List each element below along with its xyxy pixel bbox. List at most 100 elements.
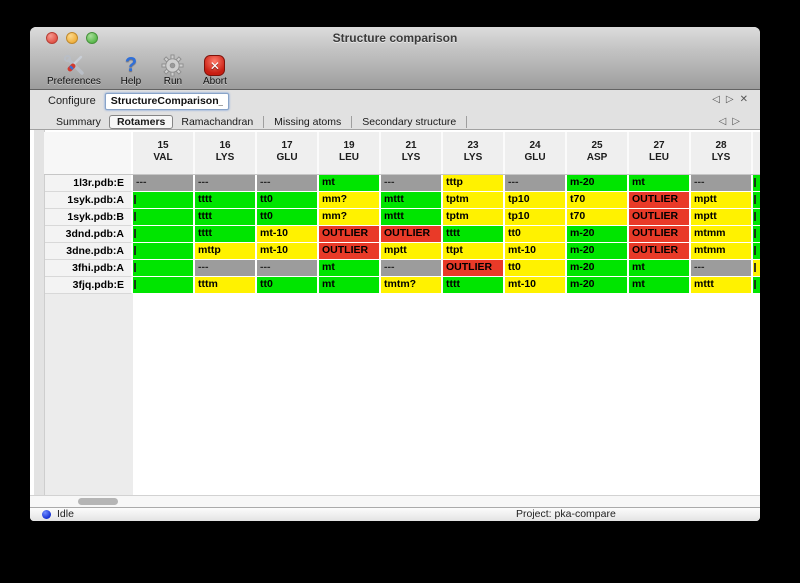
rotamer-cell[interactable]: tp10 bbox=[505, 192, 567, 209]
rotamer-cell[interactable]: mptt bbox=[381, 243, 443, 260]
rotamer-cell[interactable]: tptm bbox=[443, 192, 505, 209]
close-panel-icon[interactable]: ✕ bbox=[739, 94, 748, 105]
rotamer-cell[interactable]: mttt bbox=[381, 209, 443, 226]
rotamer-cell[interactable]: mt bbox=[629, 175, 691, 192]
zoom-window-button[interactable] bbox=[86, 32, 98, 44]
rotamer-cell[interactable]: mptt bbox=[691, 192, 753, 209]
rotamer-cell[interactable]: --- bbox=[195, 175, 257, 192]
rotamer-cell[interactable]: mttt bbox=[691, 277, 753, 294]
rotamer-cell[interactable]: --- bbox=[691, 260, 753, 277]
row-label[interactable]: 3dnd.pdb:A bbox=[44, 226, 133, 243]
rotamer-cell[interactable]: m-20 bbox=[567, 277, 629, 294]
column-header-23[interactable]: 23 LYS bbox=[443, 132, 505, 174]
rotamer-cell[interactable]: m-20 bbox=[567, 226, 629, 243]
column-header-24[interactable]: 24 GLU bbox=[505, 132, 567, 174]
rotamer-cell[interactable]: mttp bbox=[195, 243, 257, 260]
rotamer-cell[interactable]: tt0 bbox=[505, 226, 567, 243]
rotamer-cell[interactable]: OUTLIER bbox=[319, 243, 381, 260]
column-header-27[interactable]: 27 LEU bbox=[629, 132, 691, 174]
rotamer-cell[interactable]: mtmm bbox=[691, 243, 753, 260]
rotamer-cell[interactable]: m-20 bbox=[567, 243, 629, 260]
rotamer-cell[interactable]: mttt bbox=[381, 192, 443, 209]
row-label[interactable]: 3fjq.pdb:E bbox=[44, 277, 133, 294]
rotamer-cell[interactable]: tt0 bbox=[257, 277, 319, 294]
rotamer-cell[interactable]: tt0 bbox=[257, 209, 319, 226]
rotamer-cell[interactable]: tttm bbox=[195, 277, 257, 294]
column-header-21[interactable]: 21 LYS bbox=[381, 132, 443, 174]
rotamer-cell[interactable]: tt0 bbox=[257, 192, 319, 209]
rotamer-cell[interactable]: tptm bbox=[443, 209, 505, 226]
forward-arrow-icon[interactable]: ▷ bbox=[725, 94, 734, 105]
row-label[interactable]: 3fhi.pdb:A bbox=[44, 260, 133, 277]
rotamer-cell[interactable]: mt bbox=[319, 260, 381, 277]
rotamer-cell[interactable]: OUTLIER bbox=[319, 226, 381, 243]
rotamer-cell[interactable]: mt-10 bbox=[257, 226, 319, 243]
rotamer-cell[interactable]: m-20 bbox=[567, 175, 629, 192]
rotamer-cell[interactable]: tttt bbox=[195, 226, 257, 243]
rotamer-cell[interactable]: mt bbox=[319, 175, 381, 192]
row-label[interactable]: 1syk.pdb:A bbox=[44, 192, 133, 209]
rotamer-cell[interactable]: OUTLIER bbox=[629, 243, 691, 260]
rotamer-cell[interactable]: t70 bbox=[567, 192, 629, 209]
rotamer-cell[interactable] bbox=[133, 243, 195, 260]
column-header-15[interactable]: 15 VAL bbox=[133, 132, 195, 174]
tab-missing-atoms[interactable]: Missing atoms bbox=[274, 115, 342, 128]
rotamer-cell[interactable] bbox=[133, 277, 195, 294]
rotamer-cell[interactable]: OUTLIER bbox=[629, 226, 691, 243]
rotamer-cell[interactable]: mm? bbox=[319, 192, 381, 209]
rotamer-cell[interactable]: t70 bbox=[567, 209, 629, 226]
rotamer-cell[interactable]: mt bbox=[319, 277, 381, 294]
horizontal-scrollbar[interactable] bbox=[30, 495, 760, 508]
column-header-17[interactable]: 17 GLU bbox=[257, 132, 319, 174]
run-button[interactable]: Run bbox=[156, 53, 190, 87]
row-label[interactable]: 3dne.pdb:A bbox=[44, 243, 133, 260]
column-header-25[interactable]: 25 ASP bbox=[567, 132, 629, 174]
column-header-16[interactable]: 16 LYS bbox=[195, 132, 257, 174]
rotamer-cell[interactable]: ttpt bbox=[443, 243, 505, 260]
tabs-back-arrow-icon[interactable]: ◁ bbox=[718, 116, 727, 127]
rotamer-cell[interactable] bbox=[133, 209, 195, 226]
tab-ramachandran[interactable]: Ramachandran bbox=[181, 115, 254, 128]
rotamer-cell[interactable]: --- bbox=[381, 260, 443, 277]
rotamer-cell[interactable]: tttt bbox=[443, 277, 505, 294]
tab-rotamers[interactable]: Rotamers bbox=[108, 114, 174, 129]
rotamer-cell[interactable]: tt0 bbox=[505, 260, 567, 277]
preferences-button[interactable]: Preferences bbox=[42, 53, 106, 87]
horizontal-scrollbar-thumb[interactable] bbox=[78, 498, 118, 505]
rotamer-cell[interactable] bbox=[133, 226, 195, 243]
rotamer-cell[interactable]: --- bbox=[257, 175, 319, 192]
back-arrow-icon[interactable]: ◁ bbox=[712, 94, 720, 105]
close-window-button[interactable] bbox=[46, 32, 58, 44]
rotamer-cell[interactable]: tttp bbox=[443, 175, 505, 192]
rotamer-cell[interactable]: mm? bbox=[319, 209, 381, 226]
rotamer-cell[interactable]: mt-10 bbox=[257, 243, 319, 260]
rotamer-cell[interactable]: mptt bbox=[691, 209, 753, 226]
rotamer-cell[interactable]: mt-10 bbox=[505, 277, 567, 294]
rotamer-cell[interactable]: mt bbox=[629, 260, 691, 277]
rotamer-cell[interactable]: OUTLIER bbox=[381, 226, 443, 243]
rotamer-cell[interactable]: tttt bbox=[195, 209, 257, 226]
row-label[interactable]: 1l3r.pdb:E bbox=[44, 175, 133, 192]
column-header-19[interactable]: 19 LEU bbox=[319, 132, 381, 174]
help-button[interactable]: ? Help bbox=[114, 53, 148, 87]
rotamer-cell[interactable]: tmtm? bbox=[381, 277, 443, 294]
rotamer-cell[interactable]: --- bbox=[133, 175, 195, 192]
rotamer-cell[interactable]: tttt bbox=[443, 226, 505, 243]
minimize-window-button[interactable] bbox=[66, 32, 78, 44]
rotamer-cell[interactable]: tp10 bbox=[505, 209, 567, 226]
rotamer-cell[interactable] bbox=[133, 260, 195, 277]
rotamer-cell[interactable]: mt bbox=[629, 277, 691, 294]
column-header-28[interactable]: 28 LYS bbox=[691, 132, 753, 174]
comparison-name-field[interactable] bbox=[104, 92, 229, 110]
rotamer-cell[interactable] bbox=[133, 192, 195, 209]
rotamer-cell[interactable]: mtmm bbox=[691, 226, 753, 243]
row-label[interactable]: 1syk.pdb:B bbox=[44, 209, 133, 226]
rotamer-cell[interactable]: m-20 bbox=[567, 260, 629, 277]
tab-summary[interactable]: Summary bbox=[56, 115, 101, 128]
rotamer-cell[interactable]: tttt bbox=[195, 192, 257, 209]
rotamer-cell[interactable]: --- bbox=[381, 175, 443, 192]
rotamer-cell[interactable]: --- bbox=[505, 175, 567, 192]
tab-secondary-structure[interactable]: Secondary structure bbox=[362, 115, 457, 128]
abort-button[interactable]: ✕ Abort bbox=[198, 53, 232, 87]
rotamer-cell[interactable]: mt-10 bbox=[505, 243, 567, 260]
